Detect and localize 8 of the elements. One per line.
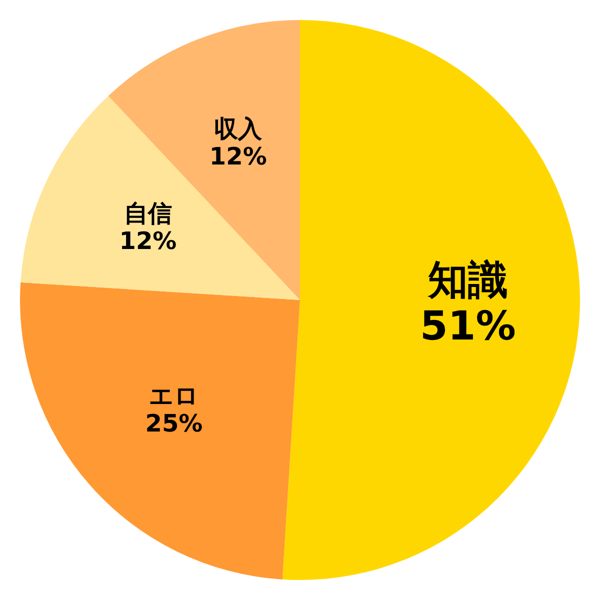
slice-label: 知識	[426, 258, 508, 304]
data-label: 12%	[209, 142, 267, 170]
data-label: 25%	[145, 410, 203, 438]
slice-label: 自信	[124, 200, 172, 228]
data-label: 51%	[420, 304, 516, 350]
data-label: 12%	[119, 227, 177, 256]
slice-label: 収入	[214, 114, 264, 143]
slice-label: エロ	[148, 382, 199, 410]
